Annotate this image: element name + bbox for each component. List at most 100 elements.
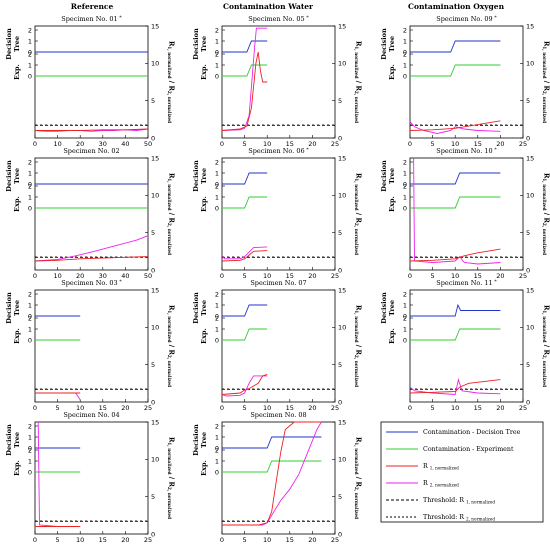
- right-axis-label: R1, normalized / R2, normalized: [167, 305, 176, 387]
- dt-tick-label: 2: [28, 26, 32, 34]
- r1-normalized-series: [409, 120, 501, 131]
- left-axis-label-tree: Tree: [200, 168, 208, 184]
- x-tick-label: 25: [331, 272, 339, 280]
- x-tick-label: 0: [33, 404, 37, 412]
- dt-tick-label: 2: [403, 26, 407, 34]
- r2-normalized-series: [221, 27, 268, 131]
- x-tick-label: 10: [76, 404, 84, 412]
- right-tick-label: 0: [526, 266, 530, 274]
- experiment-series: [222, 196, 268, 209]
- x-tick-label: 15: [286, 404, 294, 412]
- exp-tick-label: 0: [28, 204, 32, 212]
- dt-tick-label: 2: [28, 290, 32, 298]
- x-tick-label: 25: [331, 140, 339, 148]
- right-tick-label: 15: [151, 418, 159, 426]
- dt-tick-label: 0: [28, 48, 32, 56]
- left-axis-label-tree: Tree: [388, 36, 396, 52]
- r1-normalized-series: [409, 379, 501, 394]
- x-tick-label: 0: [220, 140, 224, 148]
- x-tick-label: 20: [496, 272, 504, 280]
- right-tick-label: 15: [338, 286, 346, 294]
- left-axis-label-exp: Exp.: [388, 64, 396, 80]
- x-tick-label: 5: [243, 536, 247, 544]
- x-tick-label: 40: [121, 140, 129, 148]
- exp-tick-label: 0: [215, 204, 219, 212]
- x-tick-label: 10: [451, 140, 459, 148]
- x-tick-label: 20: [496, 140, 504, 148]
- exp-tick-label: 2: [215, 314, 219, 322]
- exp-tick-label: 2: [28, 50, 32, 58]
- x-tick-label: 25: [144, 404, 152, 412]
- x-tick-label: 5: [431, 272, 435, 280]
- x-tick-label: 5: [243, 404, 247, 412]
- right-tick-label: 0: [338, 398, 342, 406]
- panel-title: Specimen No. 07: [250, 279, 306, 287]
- left-axis-label-tree: Tree: [200, 300, 208, 316]
- left-axis-label-tree: Tree: [200, 36, 208, 52]
- legend-label-thr2: Threshold: R 2, normalized: [423, 514, 495, 522]
- r2-normalized-series: [35, 392, 81, 401]
- decision-tree-series: [222, 40, 268, 53]
- legend-label-experiment: Contamination - Experiment: [423, 446, 514, 453]
- dt-tick-label: 0: [403, 48, 407, 56]
- x-tick-label: 0: [33, 536, 37, 544]
- x-tick-label: 0: [408, 272, 412, 280]
- right-axis-label: R1, normalized / R2, normalized: [354, 173, 363, 255]
- x-tick-label: 10: [53, 140, 61, 148]
- dt-tick-label: 1: [215, 37, 219, 45]
- dt-tick-label: 0: [403, 180, 407, 188]
- r1-normalized-series: [222, 421, 322, 526]
- dt-tick-label: 0: [215, 48, 219, 56]
- panel-title: Specimen No. 06 *: [248, 147, 309, 155]
- right-tick-label: 0: [526, 398, 530, 406]
- panel-frame: [34, 421, 149, 535]
- r2-normalized-series: [409, 377, 501, 395]
- right-tick-label: 15: [526, 286, 534, 294]
- dt-tick-label: 0: [403, 312, 407, 320]
- left-axis-label-decision: Decision: [192, 292, 200, 324]
- dt-tick-label: 1: [403, 169, 407, 177]
- dt-tick-label: 2: [215, 26, 219, 34]
- right-tick-label: 0: [526, 134, 530, 142]
- dt-tick-label: 0: [28, 180, 32, 188]
- right-tick-label: 10: [151, 456, 159, 464]
- right-tick-label: 15: [338, 22, 346, 30]
- right-axis-label: R1, normalized / R2, normalized: [167, 437, 176, 519]
- left-axis-label-decision: Decision: [192, 28, 200, 60]
- x-tick-label: 15: [286, 272, 294, 280]
- exp-tick-label: 1: [28, 193, 32, 201]
- x-tick-label: 0: [33, 272, 37, 280]
- r1-normalized-series: [221, 373, 268, 395]
- right-tick-label: 5: [151, 361, 155, 369]
- column-title-oxygen: Contamination Oxygen: [408, 2, 505, 11]
- exp-tick-label: 1: [28, 457, 32, 465]
- right-axis-label: R1, normalized / R2, normalized: [167, 41, 176, 123]
- left-axis-label-exp: Exp.: [200, 196, 208, 212]
- right-tick-label: 5: [338, 493, 342, 501]
- x-tick-label: 5: [431, 404, 435, 412]
- right-tick-label: 15: [526, 154, 534, 162]
- panel-11: Specimen No. 080510150120120510152025Loo…: [192, 411, 363, 544]
- right-tick-label: 0: [151, 530, 155, 538]
- exp-tick-label: 1: [215, 61, 219, 69]
- panel-frame: [34, 289, 149, 403]
- x-tick-label: 10: [263, 404, 271, 412]
- decision-tree-series: [410, 40, 501, 53]
- exp-tick-label: 2: [215, 182, 219, 190]
- right-tick-label: 5: [151, 493, 155, 501]
- x-tick-label: 15: [474, 140, 482, 148]
- panel-title: Specimen No. 04: [63, 411, 119, 419]
- dt-tick-label: 1: [28, 301, 32, 309]
- x-tick-label: 0: [220, 404, 224, 412]
- x-tick-label: 10: [451, 404, 459, 412]
- right-tick-label: 15: [526, 22, 534, 30]
- x-tick-label: 25: [519, 272, 527, 280]
- right-axis-label: R1, normalized / R2, normalized: [354, 41, 363, 123]
- left-axis-label-decision: Decision: [380, 160, 388, 192]
- x-tick-label: 5: [243, 272, 247, 280]
- right-tick-label: 10: [526, 60, 534, 68]
- r2-normalized-series: [221, 375, 268, 397]
